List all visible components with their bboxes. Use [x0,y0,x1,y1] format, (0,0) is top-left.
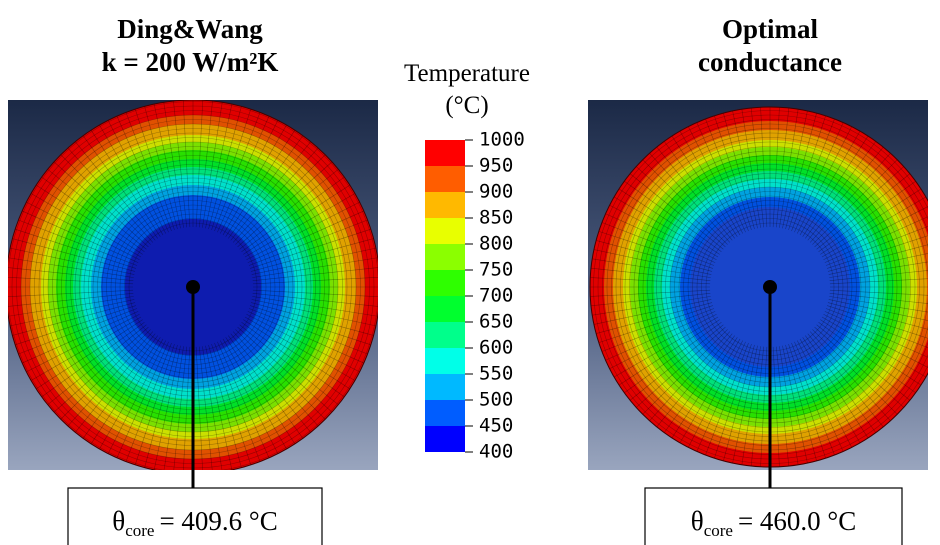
legend-band [425,270,465,296]
legend-band [425,348,465,374]
legend-tick-label: 900 [479,181,513,203]
legend-band [425,166,465,192]
legend-tick-label: 450 [479,415,513,437]
legend-tick-label: 850 [479,207,513,229]
legend-tick-label: 650 [479,311,513,333]
panel-title: k = 200 W/m²K [102,47,279,77]
legend-title: Temperature [404,60,530,87]
legend-tick-label: 950 [479,155,513,177]
legend-tick-label: 500 [479,389,513,411]
legend-band [425,322,465,348]
legend-tick-label: 600 [479,337,513,359]
legend-band [425,192,465,218]
legend-tick-label: 800 [479,233,513,255]
legend-band [425,296,465,322]
legend-band [425,218,465,244]
annotation-text: = 460.0 °C [738,506,856,536]
probe-point [763,280,777,294]
legend-tick-label: 1000 [479,129,525,151]
legend-band [425,426,465,452]
legend-tick-label: 700 [479,285,513,307]
panel-title: conductance [698,47,842,77]
legend-band [425,140,465,166]
annotation-subscript: core [125,521,154,540]
legend-band [425,244,465,270]
probe-point [186,280,200,294]
legend-band [425,374,465,400]
panel-title: Optimal [722,14,819,44]
figure: Ding&Wangk = 200 W/m²Kθcore= 409.6 °COpt… [0,0,940,545]
legend-tick-label: 400 [479,441,513,463]
legend-band [425,400,465,426]
panel-title: Ding&Wang [117,14,263,44]
annotation-symbol: θ [691,506,704,536]
legend-tick-label: 550 [479,363,513,385]
legend-unit: (°C) [445,92,488,119]
annotation-subscript: core [704,521,733,540]
annotation-symbol: θ [112,506,125,536]
annotation-text: = 409.6 °C [159,506,277,536]
legend-tick-label: 750 [479,259,513,281]
